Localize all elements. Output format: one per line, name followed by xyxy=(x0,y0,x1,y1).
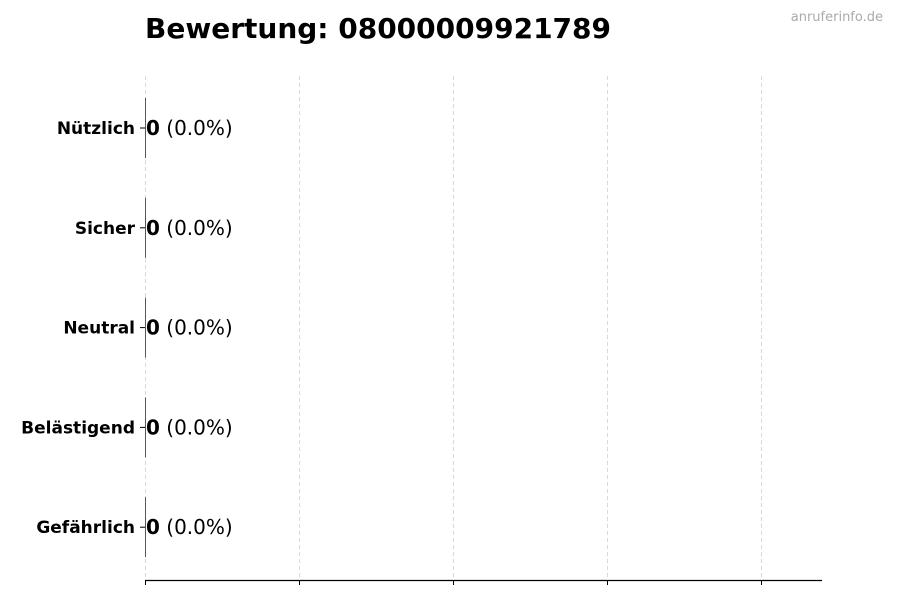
data-label-count: 0 xyxy=(146,216,160,240)
data-label-percent: (0.0%) xyxy=(160,116,233,140)
data-label: 0 (0.0%) xyxy=(146,316,233,340)
bar xyxy=(145,98,146,158)
y-tick-label: Neutral xyxy=(63,319,135,339)
y-tick-label: Gefährlich xyxy=(36,518,135,538)
bar xyxy=(145,397,146,458)
watermark: anruferinfo.de xyxy=(790,10,883,25)
y-tick-label: Nützlich xyxy=(57,119,135,139)
data-label: 0 (0.0%) xyxy=(146,116,233,140)
y-tick-label: Belästigend xyxy=(21,418,135,438)
data-label-percent: (0.0%) xyxy=(160,415,233,439)
data-label: 0 (0.0%) xyxy=(146,216,233,240)
data-label-count: 0 xyxy=(146,316,160,340)
data-label: 0 (0.0%) xyxy=(146,515,233,539)
data-label-count: 0 xyxy=(146,415,160,439)
data-label-percent: (0.0%) xyxy=(160,216,233,240)
data-label: 0 (0.0%) xyxy=(146,415,233,439)
data-label-count: 0 xyxy=(146,116,160,140)
bar xyxy=(145,497,146,558)
data-label-percent: (0.0%) xyxy=(160,316,233,340)
chart-title: Bewertung: 08000009921789 xyxy=(145,12,611,45)
data-label-percent: (0.0%) xyxy=(160,515,233,539)
bar xyxy=(145,197,146,258)
data-label-count: 0 xyxy=(146,515,160,539)
y-tick-label: Sicher xyxy=(75,219,136,239)
bar xyxy=(145,297,146,358)
